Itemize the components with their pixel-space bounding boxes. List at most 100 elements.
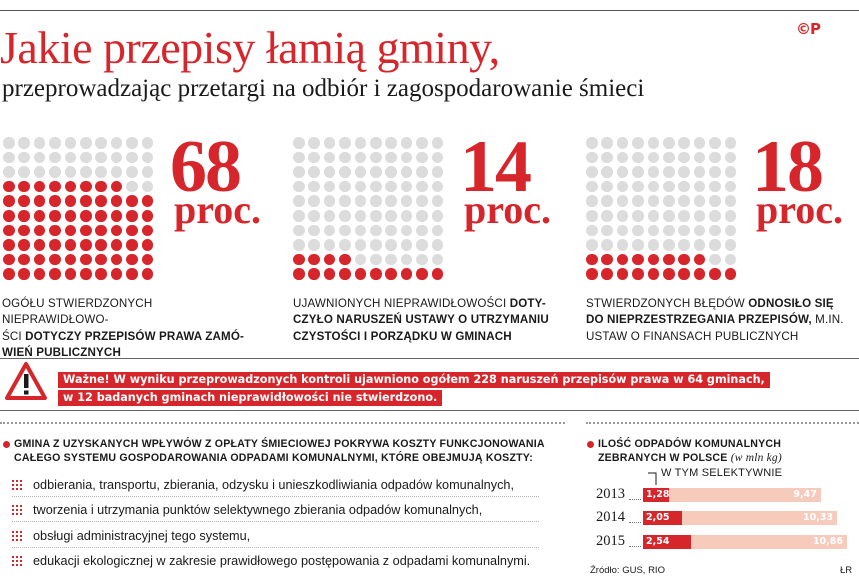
waffle-dot-empty [95,166,107,178]
bar-total [643,488,821,502]
waffle-dot-empty [385,166,397,178]
waffle-dot-empty [586,210,598,222]
waffle-dot-empty [416,224,428,237]
waffle-dot-filled [33,180,46,193]
waffle-dot-empty [370,151,382,164]
section-divider-left [0,422,565,424]
cost-separator [12,547,539,548]
waffle-dot-empty [80,137,92,149]
waffle-dot-empty [293,180,305,193]
waffle-dot-empty [49,166,61,178]
waffle-dot-filled [3,268,15,280]
waffle-dot-empty [400,253,413,266]
waffle-dot-filled [323,253,336,266]
waffle-dot-filled [49,195,61,207]
waffle-dot-empty [416,239,428,251]
waffle-dot-empty [709,151,721,164]
waffle-dot-empty [724,224,737,237]
waffle-dot-filled [647,253,660,266]
waffle-dot-empty [339,137,351,149]
waffle-dot-filled [95,180,107,193]
percent-value: 18 [752,126,824,208]
waffle-dot-empty [308,239,320,251]
waffle-dot-empty [339,151,351,164]
waffle-dot-filled [724,268,737,280]
waffle-dot-empty [647,151,660,164]
waffle-dot-empty [385,210,397,222]
bar-total-value-label: 10,86 [812,536,843,547]
waffle-dot-empty [693,151,706,164]
dotgrid-bullet-icon [12,480,22,491]
page-subtitle: przeprowadzając przetargi na odbiór i za… [2,75,645,102]
waffle-dot-empty [693,137,706,149]
waffle-dot-empty [354,210,367,222]
waffle-dot-empty [18,166,30,178]
waffle-dot-empty [663,180,675,193]
waffle-dot-filled [3,224,15,237]
waffle-dot-empty [33,151,46,164]
waffle-dot-empty [400,166,413,178]
waffle-dot-empty [354,253,367,266]
waffle-dot-empty [354,239,367,251]
waffle-dot-empty [416,151,428,164]
waffle-dot-empty [370,137,382,149]
bar-selective-value-label: 1,28 [646,489,670,500]
stat-description-3: Stwierdzonych błędów odnosiło się do nie… [586,297,844,343]
waffle-dot-empty [354,195,367,207]
waffle-dot-empty [339,239,351,251]
waffle-dot-empty [431,137,444,149]
waffle-dot-empty [709,166,721,178]
waffle-dot-filled [632,268,644,280]
warning-top-rule [0,358,859,359]
waffle-dot-filled [18,268,30,280]
waffle-dot-empty [693,224,706,237]
waffle-dot-filled [663,268,675,280]
waffle-dot-empty [385,151,397,164]
waffle-dot-filled [95,195,107,207]
waffle-dot-filled [141,268,154,280]
waffle-dot-empty [293,166,305,178]
waffle-dot-empty [323,239,336,251]
waffle-dot-empty [370,166,382,178]
waffle-dot-empty [354,224,367,237]
waffle-dot-empty [293,151,305,164]
waffle-dot-empty [308,166,320,178]
publisher-logo: ©P [796,20,821,38]
waffle-dot-empty [693,180,706,193]
waffle-dot-empty [293,137,305,149]
waffle-dot-empty [95,151,107,164]
waffle-dot-filled [64,268,77,280]
waffle-dot-filled [49,239,61,251]
dotgrid-bullet-icon [12,531,22,542]
waffle-dot-filled [370,268,382,280]
waffle-dot-filled [80,253,92,266]
waffle-dot-filled [95,253,107,266]
waffle-dot-empty [632,180,644,193]
waffle-dot-empty [678,151,690,164]
waffle-dot-empty [693,166,706,178]
waffle-dot-filled [80,268,92,280]
bar-selective [643,535,691,549]
waffle-dot-empty [431,224,444,237]
waffle-dot-empty [601,137,613,149]
waffle-dot-filled [693,268,706,280]
waffle-dot-empty [724,166,737,178]
waffle-dot-empty [293,210,305,222]
waffle-dot-filled [18,224,30,237]
waffle-dot-empty [431,180,444,193]
waffle-dot-filled [110,253,123,266]
waffle-dot-filled [308,253,320,266]
waffle-dot-filled [141,195,154,207]
waffle-dot-filled [18,180,30,193]
waffle-dot-empty [416,180,428,193]
waffle-dot-filled [80,224,92,237]
waffle-dot-empty [308,137,320,149]
waffle-dot-empty [678,180,690,193]
waffle-dot-empty [616,137,629,149]
waffle-chart-cleanliness-law [293,137,457,281]
waffle-dot-filled [308,268,320,280]
year-leader-dots [629,522,641,523]
waffle-dot-filled [110,239,123,251]
warning-text-line-2: w 12 badanych gminach nieprawidłowości n… [58,390,443,406]
waffle-dot-filled [33,239,46,251]
